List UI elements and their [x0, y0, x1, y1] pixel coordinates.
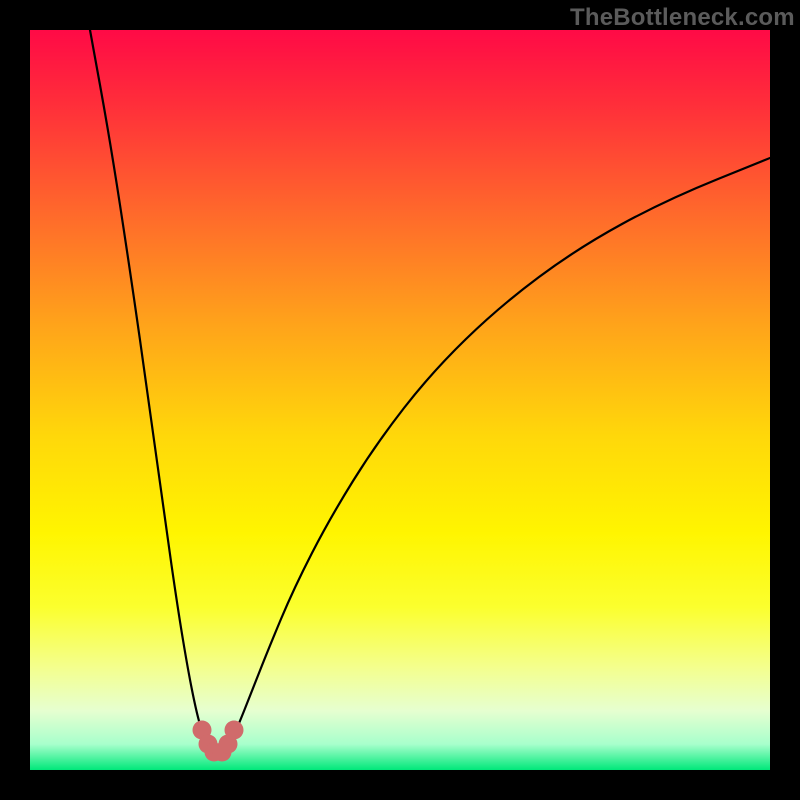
plot-background: [30, 30, 770, 770]
chart-svg: [0, 0, 800, 800]
watermark-text: TheBottleneck.com: [570, 4, 795, 32]
highlight-dot: [225, 721, 244, 740]
